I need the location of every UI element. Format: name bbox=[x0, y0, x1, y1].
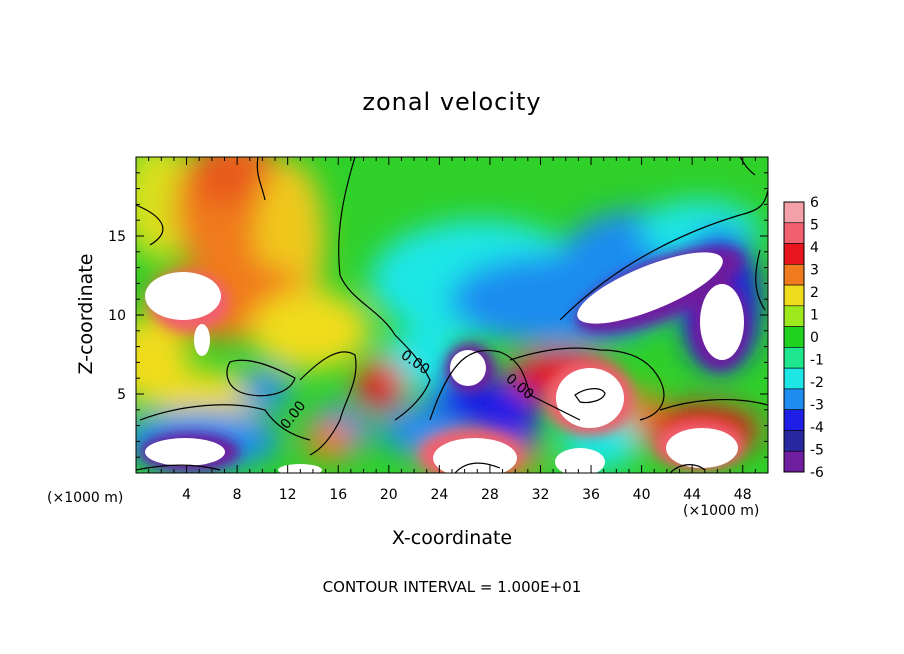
x-tick-label: 16 bbox=[329, 487, 347, 503]
colorbar-swatch bbox=[783, 326, 805, 348]
contour-interval-note: CONTOUR INTERVAL = 1.000E+01 bbox=[322, 578, 582, 596]
colorbar-frame bbox=[783, 201, 805, 473]
colorbar-swatch bbox=[783, 388, 805, 410]
colorbar-swatch bbox=[783, 430, 805, 452]
x-tick-label: 20 bbox=[380, 487, 398, 503]
colorbar-swatch bbox=[783, 201, 805, 224]
x-tick-label: 44 bbox=[683, 487, 701, 503]
colorbar-label: 1 bbox=[810, 308, 819, 324]
colorbar-swatch bbox=[783, 284, 805, 307]
x-tick-label: 40 bbox=[633, 487, 651, 503]
chart-title: zonal velocity bbox=[362, 88, 542, 116]
colorbar-swatch bbox=[783, 450, 805, 473]
x-axis-label: X-coordinate bbox=[391, 527, 513, 549]
heatmap-field bbox=[136, 157, 768, 473]
x-tick-label: 12 bbox=[279, 487, 297, 503]
x-unit-label-right: (×1000 m) bbox=[683, 503, 760, 519]
x-tick-label: 8 bbox=[233, 487, 242, 503]
colorbar-swatch bbox=[783, 243, 805, 265]
colorbar-label: 6 bbox=[810, 195, 819, 211]
colorbar-label: 3 bbox=[810, 263, 819, 279]
colorbar-swatch bbox=[783, 305, 805, 327]
colorbar-swatch bbox=[783, 264, 805, 286]
colorbar-label: 4 bbox=[810, 240, 819, 256]
colorbar-label: -3 bbox=[810, 398, 824, 414]
colorbar-label: 0 bbox=[810, 330, 819, 346]
x-tick-label: 28 bbox=[481, 487, 499, 503]
y-tick-label: 10 bbox=[108, 308, 126, 324]
colorbar-label: -5 bbox=[810, 443, 824, 459]
colorbar-swatch bbox=[783, 347, 805, 369]
colorbar-label: -1 bbox=[810, 353, 824, 369]
x-unit-label-left: (×1000 m) bbox=[47, 490, 124, 506]
colorbar-swatch bbox=[783, 409, 805, 431]
colorbar-label: -2 bbox=[810, 375, 824, 391]
y-tick-label: 15 bbox=[108, 229, 126, 245]
colorbar-label: -6 bbox=[810, 465, 824, 481]
colorbar-swatch bbox=[783, 222, 805, 244]
x-tick-label: 36 bbox=[582, 487, 600, 503]
colorbar-label: 2 bbox=[810, 285, 819, 301]
x-tick-label: 24 bbox=[430, 487, 448, 503]
colorbar-swatch bbox=[783, 367, 805, 390]
x-tick-label: 32 bbox=[532, 487, 550, 503]
colorbar: 6 5 4 3 2 1 0 -1 -2 -3 -4 -5 -6 bbox=[783, 195, 824, 481]
x-tick-label: 48 bbox=[734, 487, 752, 503]
y-tick-label: 5 bbox=[117, 387, 126, 403]
x-tick-label: 4 bbox=[182, 487, 191, 503]
colorbar-label: 5 bbox=[810, 218, 819, 234]
colorbar-label: -4 bbox=[810, 420, 824, 436]
